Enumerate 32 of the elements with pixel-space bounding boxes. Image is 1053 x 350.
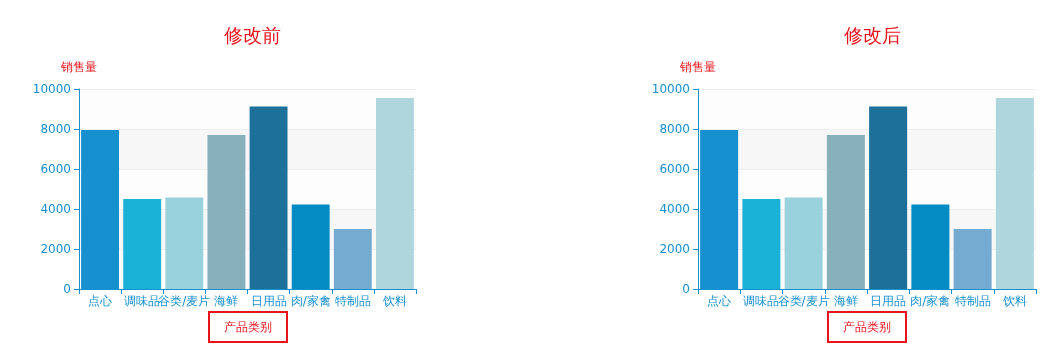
x-tick-label: 饮料 (1001, 294, 1027, 308)
y-tick-label: 10000 (651, 82, 690, 96)
y-tick-label: 4000 (659, 202, 690, 216)
y-axis-title: 销售量 (60, 60, 97, 74)
x-axis-title: 产品类别 (223, 320, 272, 334)
chart-title: 修改后 (843, 23, 901, 46)
x-tick-label: 谷类/麦片 (777, 294, 830, 308)
x-tick-label: 点心 (88, 294, 113, 308)
x-tick-label: 特制品 (954, 294, 991, 308)
y-tick-label: 2000 (659, 242, 690, 256)
y-tick-label: 8000 (40, 122, 71, 136)
y-tick-label: 0 (63, 282, 71, 296)
y-tick-label: 8000 (659, 122, 690, 136)
chart-title: 修改前 (224, 23, 281, 46)
y-axis-title: 销售量 (679, 60, 716, 74)
y-tick-label: 4000 (40, 202, 71, 216)
y-tick-label: 6000 (659, 162, 690, 176)
x-axis-title: 产品类别 (843, 320, 891, 334)
x-tick-label: 海鲜 (833, 294, 858, 308)
y-tick-label: 0 (682, 282, 690, 296)
x-tick-label: 海鲜 (214, 294, 239, 308)
x-tick-label: 肉/家禽 (290, 294, 331, 308)
y-tick-label: 10000 (32, 82, 71, 96)
y-tick-label: 2000 (40, 242, 71, 256)
x-tick-label: 日用品 (870, 294, 907, 308)
y-tick-label: 6000 (40, 162, 71, 176)
x-tick-label: 特制品 (334, 294, 371, 308)
x-tick-label: 肉/家禽 (910, 294, 951, 308)
x-tick-label: 点心 (707, 294, 732, 308)
x-tick-label: 饮料 (381, 294, 407, 308)
x-tick-label: 谷类/麦片 (158, 294, 211, 308)
x-tick-label: 日用品 (250, 294, 287, 308)
